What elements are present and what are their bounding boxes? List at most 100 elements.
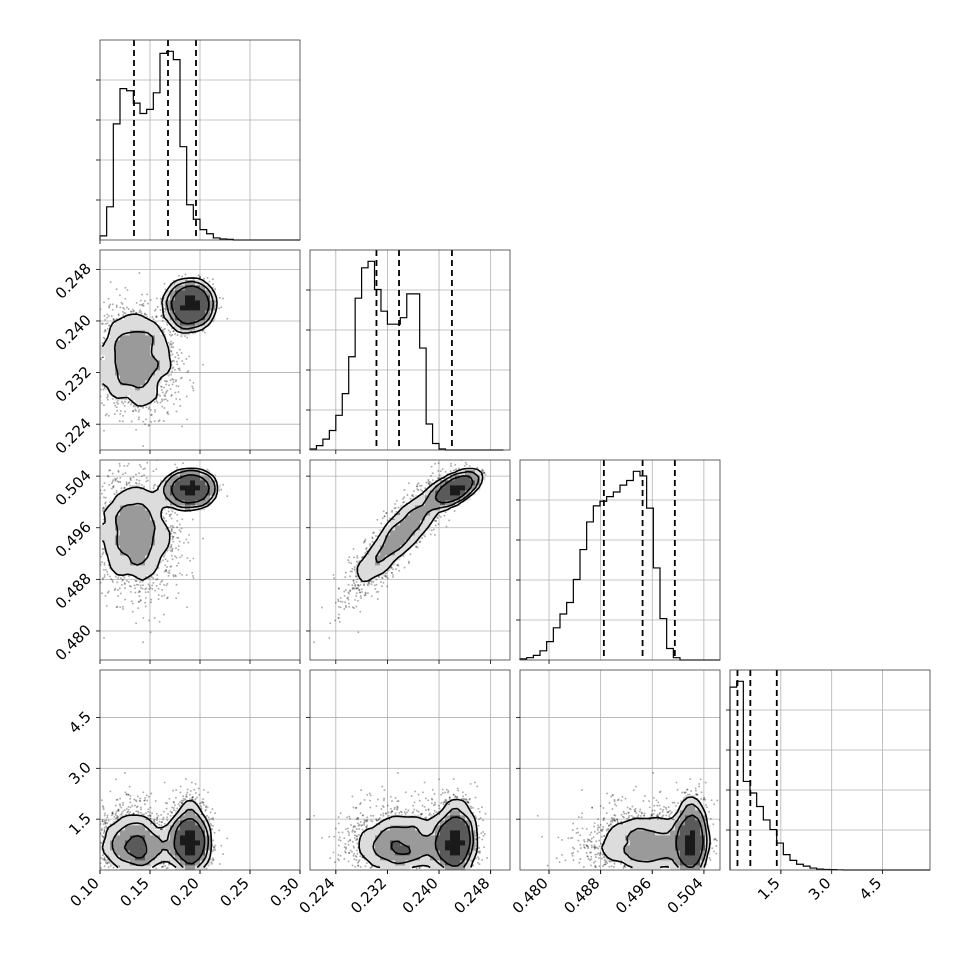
sample-point bbox=[135, 583, 138, 586]
sample-point bbox=[130, 420, 133, 423]
sample-point bbox=[118, 587, 121, 590]
sample-point bbox=[198, 276, 201, 278]
sample-point bbox=[103, 563, 106, 566]
sample-point bbox=[165, 383, 168, 386]
sample-point bbox=[142, 420, 145, 423]
sample-point bbox=[181, 376, 183, 379]
sample-point bbox=[109, 281, 112, 284]
sample-point bbox=[118, 294, 121, 297]
sample-point bbox=[159, 309, 162, 311]
sample-point bbox=[168, 333, 171, 336]
sample-point bbox=[123, 582, 126, 585]
sample-point bbox=[104, 568, 107, 571]
sample-point bbox=[155, 297, 158, 300]
sample-point bbox=[139, 580, 142, 583]
sample-point bbox=[139, 598, 142, 601]
sample-point bbox=[162, 516, 165, 519]
sample-point bbox=[135, 622, 138, 625]
sample-point bbox=[143, 313, 146, 316]
sample-point bbox=[122, 402, 125, 405]
sample-point bbox=[144, 423, 147, 426]
sample-point bbox=[169, 342, 172, 345]
sample-point bbox=[185, 395, 188, 398]
sample-point bbox=[170, 343, 173, 346]
sample-point bbox=[160, 315, 163, 318]
sample-point bbox=[164, 398, 167, 401]
sample-point bbox=[165, 380, 168, 383]
sample-point bbox=[155, 315, 158, 318]
sample-point bbox=[164, 392, 167, 395]
sample-point bbox=[153, 401, 156, 403]
sample-point bbox=[135, 301, 138, 304]
sample-point bbox=[170, 554, 173, 557]
sample-point bbox=[130, 403, 132, 406]
sample-point bbox=[149, 298, 152, 301]
sample-point bbox=[148, 423, 151, 426]
sample-point bbox=[191, 387, 194, 390]
sample-point bbox=[161, 391, 164, 394]
sample-point bbox=[135, 580, 138, 583]
sample-point bbox=[181, 518, 184, 521]
sample-point bbox=[146, 315, 148, 318]
sample-point bbox=[162, 420, 165, 422]
sample-point bbox=[226, 317, 229, 320]
sample-point bbox=[176, 363, 179, 366]
sample-point bbox=[100, 555, 102, 558]
sample-point bbox=[176, 334, 179, 337]
sample-point bbox=[132, 405, 135, 408]
sample-point bbox=[103, 636, 105, 639]
sample-point bbox=[140, 303, 143, 306]
sample-point bbox=[171, 524, 174, 527]
sample-point bbox=[142, 406, 144, 409]
sample-point bbox=[163, 379, 166, 382]
sample-point bbox=[122, 310, 124, 313]
sample-point bbox=[126, 289, 129, 292]
sample-point bbox=[202, 363, 205, 366]
sample-point bbox=[166, 389, 169, 392]
sample-point bbox=[169, 379, 172, 382]
sample-point bbox=[162, 555, 165, 558]
sample-point bbox=[137, 418, 140, 421]
sample-point bbox=[177, 274, 180, 277]
sample-point bbox=[102, 388, 105, 391]
sample-point bbox=[137, 607, 140, 610]
sample-point bbox=[118, 420, 121, 423]
sample-point bbox=[163, 307, 166, 310]
sample-point bbox=[106, 396, 109, 399]
sample-point bbox=[114, 587, 117, 590]
sample-point bbox=[108, 469, 111, 472]
sample-point bbox=[139, 299, 142, 302]
sample-point bbox=[170, 346, 173, 349]
sample-point bbox=[131, 410, 134, 413]
sample-point bbox=[121, 605, 124, 608]
sample-point bbox=[119, 410, 122, 412]
sample-point bbox=[106, 398, 109, 401]
sample-point bbox=[138, 416, 141, 419]
sample-point bbox=[166, 323, 169, 326]
sample-point bbox=[113, 402, 116, 405]
sample-point bbox=[171, 550, 174, 553]
sample-point bbox=[103, 314, 106, 317]
sample-point bbox=[191, 385, 194, 388]
sample-point bbox=[138, 472, 140, 475]
sample-point bbox=[159, 394, 162, 397]
sample-point bbox=[172, 330, 175, 333]
sample-point bbox=[107, 395, 109, 398]
sample-point bbox=[115, 288, 118, 291]
sample-point bbox=[119, 592, 122, 595]
sample-point bbox=[120, 583, 123, 586]
sample-point bbox=[163, 407, 166, 409]
sample-point bbox=[218, 296, 221, 299]
sample-point bbox=[178, 572, 181, 575]
sample-point bbox=[115, 406, 118, 409]
sample-point bbox=[100, 402, 103, 405]
sample-point bbox=[101, 485, 104, 488]
sample-point bbox=[191, 518, 194, 521]
sample-point bbox=[171, 359, 174, 362]
sample-point bbox=[138, 482, 141, 485]
sample-point bbox=[171, 510, 174, 513]
sample-point bbox=[178, 540, 181, 543]
sample-point bbox=[122, 473, 124, 476]
sample-point bbox=[143, 300, 146, 302]
sample-point bbox=[170, 350, 173, 353]
